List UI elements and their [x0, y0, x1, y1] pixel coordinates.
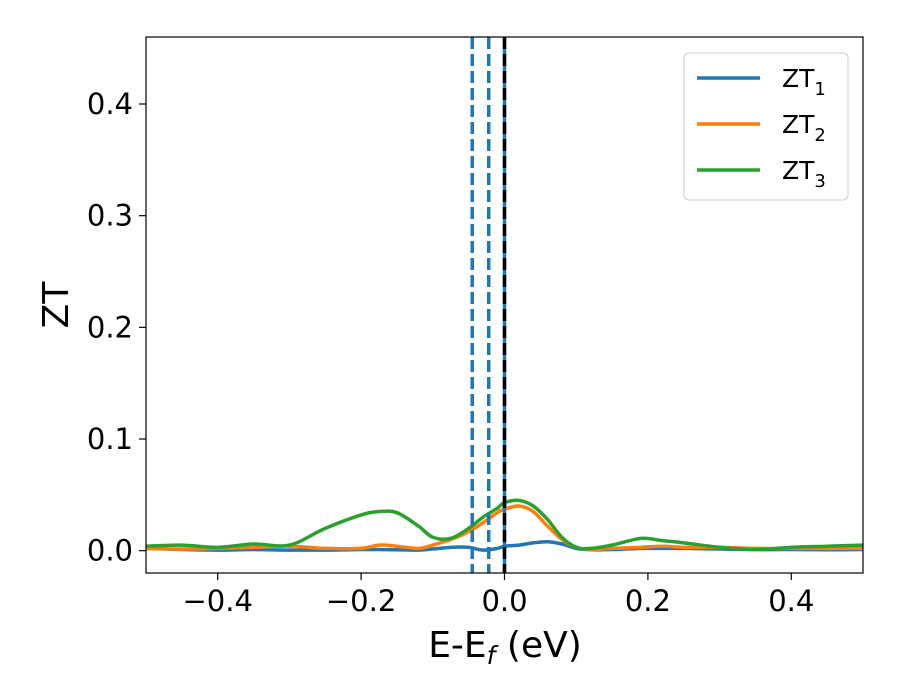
x-tick-label: 0.0 [481, 584, 527, 618]
legend-label-zt2: ZT2 [782, 110, 826, 146]
x-tick-label: 0.4 [768, 584, 814, 618]
y-tick-label: 0.3 [87, 199, 133, 233]
x-tick-label: −0.4 [182, 584, 252, 618]
y-axis-label: ZT [36, 281, 77, 329]
x-tick-label: 0.2 [625, 584, 671, 618]
y-tick-label: 0.4 [87, 87, 133, 121]
legend-label-zt1: ZT1 [782, 64, 826, 100]
y-tick-label: 0.0 [87, 534, 133, 568]
y-tick-label: 0.2 [87, 310, 133, 344]
x-tick-label: −0.2 [326, 584, 396, 618]
x-axis-label-main: E-E [428, 625, 486, 666]
x-axis-label: E-Ef (eV) [428, 625, 582, 670]
legend-label-zt3: ZT3 [782, 156, 826, 192]
y-tick-label: 0.1 [87, 422, 133, 456]
x-axis-label-unit: (eV) [495, 625, 581, 666]
axis-ticks: −0.4 −0.2 0.0 0.2 0.4 0.0 0.1 0.2 0.3 0.4 [87, 87, 814, 618]
plot-area [146, 37, 863, 573]
legend: ZT1 ZT2 ZT3 [683, 52, 849, 201]
legend-box [683, 52, 849, 201]
